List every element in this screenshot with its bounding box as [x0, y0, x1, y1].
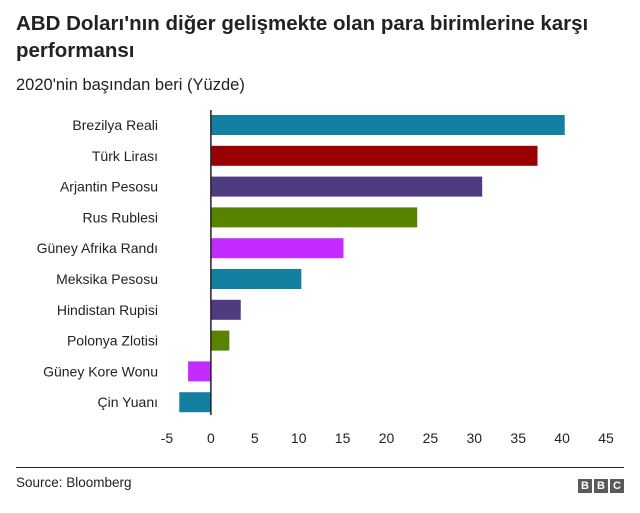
category-label: Hindistan Rupisi [57, 302, 158, 318]
category-label: Brezilya Reali [72, 117, 158, 133]
category-label: Meksika Pesosu [56, 271, 158, 287]
x-tick-label: 25 [423, 430, 439, 446]
x-tick-label: 35 [510, 430, 526, 446]
x-tick-label: 0 [207, 430, 215, 446]
category-label: Güney Kore Wonu [43, 363, 158, 379]
bar [210, 299, 241, 320]
x-tick-label: 15 [335, 430, 351, 446]
x-tick-label: 5 [251, 430, 259, 446]
footer-divider [16, 467, 624, 468]
category-label: Türk Lirası [92, 148, 158, 164]
bar [210, 238, 344, 259]
bar [210, 269, 302, 289]
chart-subtitle: 2020'nin başından beri (Yüzde) [16, 76, 245, 94]
bar [188, 361, 211, 382]
bar [210, 115, 565, 135]
category-label: Çin Yuanı [98, 394, 158, 410]
bar [210, 207, 418, 228]
x-tick-label: 40 [554, 430, 570, 446]
bbc-logo-box: B [594, 479, 608, 493]
source-text: Source: Bloomberg [16, 475, 132, 490]
x-tick-label: 20 [379, 430, 395, 446]
bar-chart: Brezilya Reali Türk Lirası Arjantin Pesosu… [37, 110, 614, 446]
bbc-logo: B B C [578, 479, 624, 493]
bar [210, 145, 538, 166]
bar [179, 392, 211, 413]
category-label: Polonya Zlotisi [67, 333, 158, 349]
chart-title: ABD Doları'nın diğer gelişmekte olan par… [16, 12, 589, 62]
bar [210, 330, 230, 351]
x-tick-label: -5 [161, 430, 174, 446]
x-tick-label: 45 [598, 430, 614, 446]
x-tick-label: 10 [291, 430, 307, 446]
category-label: Güney Afrika Randı [37, 240, 158, 256]
category-label: Rus Rublesi [83, 209, 158, 225]
x-tick-label: 30 [467, 430, 483, 446]
bar [210, 176, 483, 197]
bbc-logo-box: B [578, 479, 592, 493]
category-label: Arjantin Pesosu [60, 179, 158, 195]
bbc-logo-box: C [610, 479, 624, 493]
